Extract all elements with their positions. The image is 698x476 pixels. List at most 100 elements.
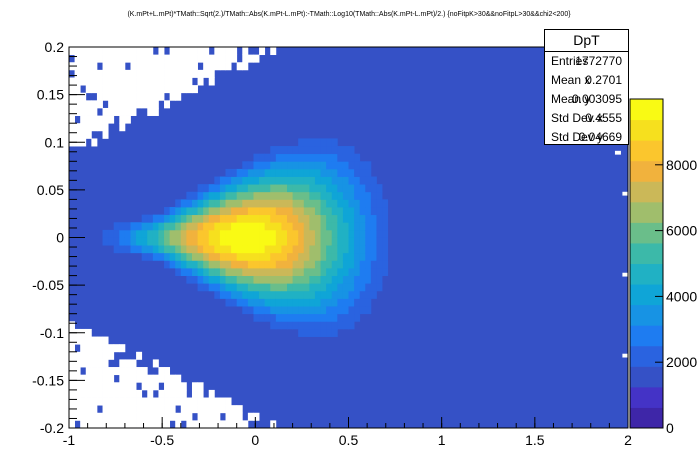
heatmap-bin (303, 214, 310, 223)
heatmap-bin (354, 298, 361, 307)
heatmap-bin (348, 252, 355, 261)
heatmap-bin (342, 298, 349, 307)
heatmap-bin (158, 214, 165, 223)
empty-bin (119, 107, 126, 116)
heatmap-bin (214, 191, 221, 200)
heatmap-bin (158, 252, 165, 261)
heatmap-bin (382, 260, 389, 269)
palette-swatch (630, 407, 663, 429)
heatmap-bin (281, 313, 288, 322)
heatmap-bin (281, 237, 288, 246)
palette-swatch (630, 160, 663, 182)
heatmap-bin (303, 229, 310, 238)
empty-bin (225, 62, 232, 71)
empty-bin (152, 77, 159, 86)
heatmap-bin (186, 245, 193, 254)
empty-bin (102, 412, 109, 421)
heatmap-bin (365, 283, 372, 292)
empty-bin (141, 412, 148, 421)
empty-bin (152, 382, 159, 391)
heatmap-bin (331, 161, 338, 170)
empty-bin (69, 389, 75, 398)
empty-bin (119, 389, 126, 398)
empty-bin (214, 397, 221, 406)
heatmap-bin (314, 252, 321, 261)
empty-bin (152, 62, 159, 71)
empty-bin (236, 405, 243, 414)
heatmap-bin (326, 199, 333, 208)
heatmap-bin (270, 207, 277, 216)
heatmap-bin (348, 191, 355, 200)
empty-bin (197, 77, 204, 86)
empty-bin (96, 123, 103, 132)
heatmap-bin (180, 260, 187, 269)
stats-label: Std Dev y (551, 130, 604, 144)
heatmap-bin (264, 161, 271, 170)
heatmap-bin (287, 199, 293, 208)
palette-swatch (630, 366, 663, 388)
heatmap-bin (214, 260, 221, 269)
empty-bin (158, 405, 165, 414)
heatmap-bin (180, 214, 187, 223)
empty-bin (175, 54, 182, 63)
heatmap-bin (225, 298, 232, 307)
empty-bin (74, 397, 81, 406)
heatmap-bin (102, 229, 109, 238)
heatmap-bin (287, 222, 293, 231)
empty-bin (175, 374, 182, 383)
empty-bin (85, 405, 92, 414)
heatmap-bin (264, 207, 271, 216)
heatmap-bin (326, 313, 333, 322)
heatmap-bin (376, 260, 383, 269)
heatmap-bin (203, 260, 210, 269)
heatmap-bin (219, 245, 226, 254)
heatmap-bin (275, 275, 282, 284)
heatmap-bin (108, 229, 115, 238)
empty-bin (124, 115, 131, 124)
empty-bin (108, 344, 115, 353)
empty-bin (180, 412, 187, 421)
empty-bin (242, 62, 249, 71)
heatmap-bin (370, 245, 377, 254)
empty-bin (136, 397, 143, 406)
heatmap-bin (326, 321, 333, 330)
heatmap-bin (365, 207, 372, 216)
heatmap-bin (292, 153, 299, 162)
heatmap-bin (359, 267, 366, 276)
heatmap-bin (303, 168, 310, 177)
heatmap-bin (197, 214, 204, 223)
heatmap-bin (326, 290, 333, 299)
empty-bin (91, 62, 98, 71)
heatmap-bin (275, 229, 282, 238)
heatmap-bin (191, 214, 198, 223)
heatmap-bin (231, 275, 238, 284)
palette-frame (629, 98, 664, 429)
empty-bin (152, 54, 159, 63)
heatmap-bin (270, 176, 277, 185)
empty-bin (119, 115, 126, 124)
heatmap-bin (354, 290, 361, 299)
empty-bin (169, 389, 176, 398)
empty-bin (130, 62, 137, 71)
heatmap-bin (287, 176, 293, 185)
empty-bin (74, 374, 81, 383)
z-tick-label: 0 (666, 420, 674, 436)
empty-bin (208, 420, 215, 429)
empty-bin (242, 54, 249, 63)
empty-bin (85, 412, 92, 421)
empty-bin (85, 336, 92, 345)
empty-bin (80, 130, 87, 139)
heatmap-bin (287, 146, 293, 155)
empty-bin (147, 69, 154, 78)
heatmap-bin (376, 184, 383, 193)
empty-bin (69, 92, 75, 101)
heatmap-bin (320, 207, 327, 216)
empty-bin (80, 397, 87, 406)
heatmap-bin (253, 184, 260, 193)
heatmap-bin (342, 283, 349, 292)
heatmap-bin (270, 168, 277, 177)
heatmap-bin (264, 199, 271, 208)
chart-title: (K.mPt+L.mPt)*TMath::Sqrt(2.)/TMath::Abs… (127, 11, 571, 18)
heatmap-bin (342, 306, 349, 315)
empty-bin (102, 336, 109, 345)
